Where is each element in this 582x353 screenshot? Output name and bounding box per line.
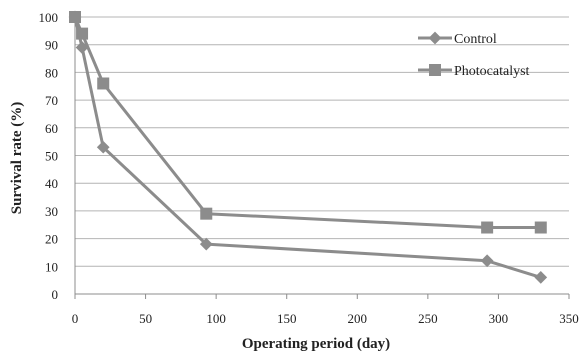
- x-tick-label: 100: [206, 311, 226, 326]
- data-point-photocatalyst: [97, 77, 110, 90]
- x-tick-label: 0: [72, 311, 79, 326]
- x-tick-label: 150: [277, 311, 297, 326]
- data-point-photocatalyst: [481, 221, 494, 234]
- x-tick-label: 250: [418, 311, 438, 326]
- data-point-control: [534, 271, 548, 284]
- x-axis-title: Operating period (day): [242, 336, 390, 352]
- y-axis-title: Survival rate (%): [9, 102, 25, 214]
- y-tick-label: 50: [45, 149, 58, 164]
- data-point-photocatalyst: [76, 27, 89, 40]
- data-point-control: [199, 237, 213, 251]
- y-tick-label: 0: [52, 287, 59, 302]
- y-tick-label: 30: [45, 204, 58, 219]
- x-tick-label: 350: [559, 311, 579, 326]
- x-tick-label: 300: [489, 311, 509, 326]
- data-point-photocatalyst: [69, 11, 81, 23]
- y-tick-label: 80: [45, 65, 58, 80]
- x-tick-labels: 0 50 100 150 200 250 300 350: [72, 311, 579, 326]
- y-tick-label: 40: [45, 176, 58, 191]
- series-markers: [68, 10, 548, 284]
- data-point-control: [96, 140, 110, 154]
- data-point-photocatalyst: [534, 221, 547, 234]
- series-line-photocatalyst: [73, 16, 541, 229]
- x-tick-label: 200: [348, 311, 368, 326]
- y-tick-label: 10: [45, 259, 58, 274]
- y-tick-label: 70: [45, 93, 58, 108]
- data-point-photocatalyst: [200, 207, 213, 220]
- y-tick-label: 60: [45, 121, 58, 136]
- y-tick-label: 20: [45, 232, 58, 247]
- legend-photocatalyst-label: Photocatalyst: [454, 64, 530, 79]
- y-tick-label: 100: [39, 10, 59, 25]
- legend-control-marker: [428, 31, 442, 45]
- legend-control-label: Control: [454, 32, 497, 47]
- data-point-control: [480, 254, 494, 268]
- legend: Control Photocatalyst: [418, 31, 530, 79]
- y-tick-labels: 0 10 20 30 40 50 60 70 80 90 100: [39, 10, 59, 302]
- legend-photocatalyst-marker: [429, 64, 441, 76]
- y-tick-label: 90: [45, 38, 58, 53]
- axes: [74, 17, 570, 299]
- x-tick-label: 50: [139, 311, 152, 326]
- grid-lines: [75, 16, 569, 267]
